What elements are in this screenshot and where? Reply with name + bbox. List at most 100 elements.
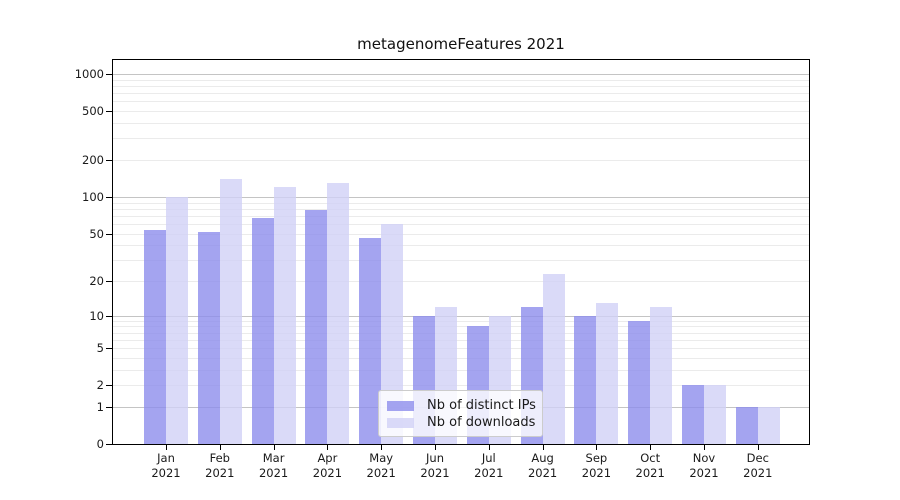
x-tick-label: Oct 2021 xyxy=(635,451,665,480)
gridline-minor xyxy=(113,202,809,204)
x-tick-mark xyxy=(166,445,167,450)
y-tick-label: 0 xyxy=(96,437,104,451)
y-tick-mark xyxy=(106,233,112,235)
legend-label-downloads: Nb of downloads xyxy=(427,415,536,430)
gridline-minor xyxy=(113,123,809,124)
y-tick-label: 1 xyxy=(96,399,104,414)
bar-distinct-ips xyxy=(251,218,274,444)
x-tick-mark xyxy=(488,445,490,450)
gridline-minor xyxy=(113,79,809,81)
x-tick-mark xyxy=(435,445,436,450)
bar-downloads xyxy=(381,223,404,444)
x-tick-label: Jul 2021 xyxy=(474,451,504,480)
x-tick-label: Aug 2021 xyxy=(527,451,558,480)
y-tick-label: 20 xyxy=(89,274,104,288)
gridline-minor xyxy=(113,138,809,140)
x-tick-label: Jan 2021 xyxy=(151,451,181,480)
y-tick-mark xyxy=(106,111,112,113)
gridline-minor xyxy=(113,326,809,328)
x-tick-label: Apr 2021 xyxy=(312,451,343,480)
y-tick-label: 500 xyxy=(82,104,104,119)
bar-distinct-ips xyxy=(359,237,382,444)
y-tick-mark xyxy=(106,160,112,161)
x-tick-label: Nov 2021 xyxy=(689,451,719,480)
y-tick-mark xyxy=(106,348,112,350)
x-tick-label: May 2021 xyxy=(366,451,396,480)
x-tick-mark xyxy=(273,445,275,450)
gridline-minor xyxy=(113,86,809,87)
legend-item-distinct-ips: Nb of distinct IPs xyxy=(387,397,536,414)
gridline-major xyxy=(113,196,809,198)
x-tick-label: Feb 2021 xyxy=(205,451,235,480)
y-tick-mark xyxy=(106,281,112,282)
gridline-major xyxy=(113,74,809,75)
bar-downloads xyxy=(166,196,188,444)
gridline-minor xyxy=(113,332,809,334)
y-tick-label: 50 xyxy=(89,226,104,241)
gridline-minor xyxy=(113,233,809,235)
bar-downloads xyxy=(650,306,673,444)
bar-distinct-ips xyxy=(305,210,328,444)
x-tick-label: Dec 2021 xyxy=(743,451,773,480)
y-tick-label: 10 xyxy=(89,308,104,323)
y-tick-label: 5 xyxy=(96,341,104,356)
legend-swatch-distinct-ips xyxy=(387,400,414,411)
bar-downloads xyxy=(704,385,726,444)
bar-downloads xyxy=(273,187,296,444)
x-tick-label: Jun 2021 xyxy=(420,451,450,480)
bar-distinct-ips xyxy=(735,406,758,444)
bar-distinct-ips xyxy=(197,232,220,444)
gridline-minor xyxy=(113,208,809,210)
chart-title: metagenomeFeatures 2021 xyxy=(357,35,565,53)
x-tick-mark xyxy=(704,445,705,450)
gridline-minor xyxy=(113,357,809,359)
gridline-minor xyxy=(113,385,809,387)
legend-label-distinct-ips: Nb of distinct IPs xyxy=(427,398,536,413)
gridline-minor xyxy=(113,223,809,225)
y-tick-label: 200 xyxy=(82,153,104,167)
bar-downloads xyxy=(757,406,780,444)
x-tick-label: Mar 2021 xyxy=(258,451,289,480)
gridline-minor xyxy=(113,93,809,95)
x-tick-mark xyxy=(596,445,598,450)
bar-distinct-ips xyxy=(628,320,651,444)
x-tick-mark xyxy=(757,445,759,450)
y-tick-mark xyxy=(106,406,112,408)
y-tick-mark xyxy=(106,74,112,75)
legend: Nb of distinct IPs Nb of downloads xyxy=(378,390,543,437)
bar-downloads xyxy=(219,179,242,444)
gridline-minor xyxy=(113,101,809,103)
bar-distinct-ips xyxy=(144,230,166,444)
gridline-minor xyxy=(113,111,809,113)
gridline-minor xyxy=(113,245,809,247)
bar-downloads xyxy=(596,302,619,444)
x-tick-mark xyxy=(381,445,383,450)
y-tick-mark xyxy=(106,385,112,387)
y-tick-label: 1000 xyxy=(74,67,104,81)
gridline-minor xyxy=(113,348,809,350)
y-tick-mark xyxy=(106,315,112,317)
y-tick-mark xyxy=(106,196,112,198)
x-tick-mark xyxy=(219,445,221,450)
gridline-minor xyxy=(113,160,809,161)
x-tick-mark xyxy=(650,445,652,450)
bar-distinct-ips xyxy=(682,385,704,444)
y-tick-label: 2 xyxy=(96,378,104,393)
x-tick-label: Sep 2021 xyxy=(581,451,612,480)
gridline-minor xyxy=(113,320,809,322)
x-tick-mark xyxy=(327,445,329,450)
bar-downloads xyxy=(542,273,565,444)
y-tick-label: 100 xyxy=(82,189,104,204)
gridline-major xyxy=(113,315,809,317)
gridline-minor xyxy=(113,339,809,341)
legend-swatch-downloads xyxy=(387,417,414,428)
bar-downloads xyxy=(327,182,350,444)
plot-area: Nb of distinct IPs Nb of downloads xyxy=(113,60,809,444)
gridline-minor xyxy=(113,260,809,262)
bar-distinct-ips xyxy=(574,315,597,444)
gridline-minor xyxy=(113,281,809,282)
y-tick-mark xyxy=(106,444,112,445)
gridline-minor xyxy=(113,369,809,371)
legend-item-downloads: Nb of downloads xyxy=(387,414,536,431)
